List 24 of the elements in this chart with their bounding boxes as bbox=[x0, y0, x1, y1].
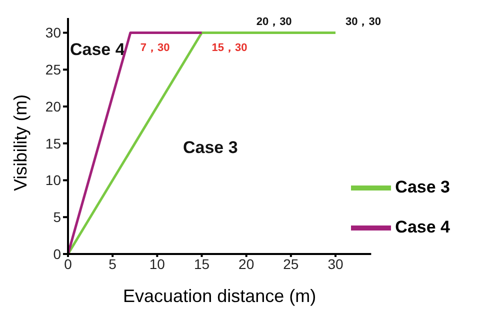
y-tick-label: 15 bbox=[45, 135, 62, 152]
annotation: 30，30 bbox=[346, 16, 381, 28]
x-axis-title: Evacuation distance (m) bbox=[123, 286, 316, 306]
x-tick-label: 15 bbox=[194, 256, 210, 272]
x-tick-label: 5 bbox=[108, 256, 117, 272]
annotation: 7，30 bbox=[140, 42, 170, 54]
legend-label: Case 4 bbox=[395, 217, 450, 236]
x-tick-label: 0 bbox=[64, 256, 72, 272]
annotation: 20，30 bbox=[256, 16, 292, 28]
y-tick-label: 10 bbox=[45, 172, 62, 188]
x-tick-label: 30 bbox=[328, 256, 344, 272]
y-tick-label: 0 bbox=[53, 246, 62, 262]
y-tick-label: 5 bbox=[53, 209, 62, 226]
annotation: Case 3 bbox=[183, 138, 238, 158]
y-tick-label: 25 bbox=[45, 62, 62, 78]
x-tick-label: 10 bbox=[149, 256, 166, 272]
y-tick-label: 20 bbox=[45, 98, 62, 114]
annotation: Case 4 bbox=[70, 40, 125, 60]
x-tick-label: 20 bbox=[238, 256, 254, 272]
annotation: 15，30 bbox=[212, 42, 248, 54]
x-tick-label: 25 bbox=[283, 256, 299, 272]
y-tick-label: 30 bbox=[45, 24, 62, 41]
legend-label: Case 3 bbox=[395, 177, 450, 196]
y-axis-title: Visibility (m) bbox=[10, 94, 30, 191]
